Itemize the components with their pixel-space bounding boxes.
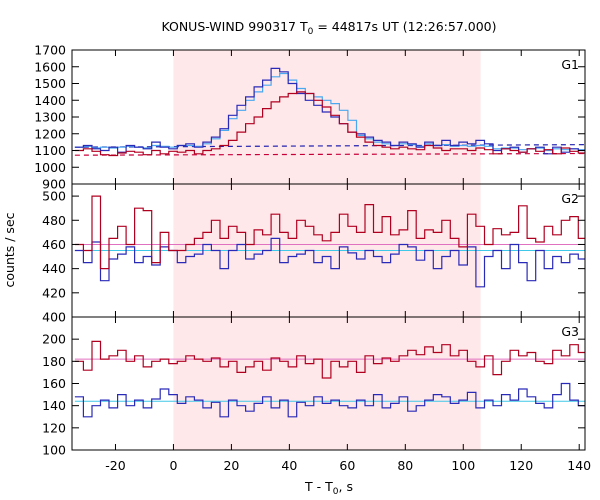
panel-label: G2 xyxy=(561,191,579,206)
y-tick-label: 440 xyxy=(42,261,66,276)
y-tick-label: 1500 xyxy=(34,76,66,91)
x-tick-label: 100 xyxy=(451,458,475,473)
chart-title-subscript: 0 xyxy=(308,27,314,37)
y-tick-label: 1300 xyxy=(34,110,66,125)
series-red-line xyxy=(74,340,585,379)
x-axis-label: T - T0, s xyxy=(304,479,353,497)
y-tick-label: 900 xyxy=(42,177,66,192)
panel-g2: 400 420 440 460 480 500 G2 xyxy=(42,183,586,325)
panel-g3: 100 120 140 160 180 200 G3 xyxy=(42,316,586,458)
chart-title-main: KONUS-WIND 990317 T xyxy=(161,19,307,34)
series-red-line xyxy=(74,195,585,270)
x-axis-label-main: T - T xyxy=(304,479,333,494)
x-tick-label: 140 xyxy=(567,458,591,473)
x-tick-label: 60 xyxy=(339,458,355,473)
series-red-line xyxy=(74,91,585,157)
y-tick-label: 420 xyxy=(42,285,66,300)
y-tick-label: 140 xyxy=(42,398,66,413)
x-tick-label: 0 xyxy=(169,458,177,473)
y-tick-label: 1400 xyxy=(34,93,66,108)
y-tick-label: 180 xyxy=(42,354,66,369)
chart-title: KONUS-WIND 990317 T0 = 44817s UT (12:26:… xyxy=(161,19,496,37)
x-tick-label: -20 xyxy=(105,458,125,473)
chart-title-rest: = 44817s UT (12:26:57.000) xyxy=(313,19,496,34)
series-blue-line xyxy=(74,382,585,418)
y-axis-label: counts / sec xyxy=(2,212,17,287)
highlight-interval xyxy=(173,317,481,450)
y-tick-label: 460 xyxy=(42,237,66,252)
y-tick-label: 1600 xyxy=(34,59,66,74)
y-tick-label: 1700 xyxy=(34,43,66,58)
panel-label: G3 xyxy=(561,324,579,339)
y-tick-label: 160 xyxy=(42,376,66,391)
highlight-interval xyxy=(173,50,481,184)
y-tick-label: 200 xyxy=(42,332,66,347)
x-axis-label-subscript: 0 xyxy=(333,487,339,497)
y-tick-label: 1100 xyxy=(34,143,66,158)
y-tick-label: 120 xyxy=(42,420,66,435)
x-tick-label: 120 xyxy=(509,458,533,473)
y-tick-label: 480 xyxy=(42,213,66,228)
y-tick-label: 500 xyxy=(42,189,66,204)
y-tick-label: 1000 xyxy=(34,160,66,175)
x-tick-label: 20 xyxy=(223,458,239,473)
y-tick-label: 400 xyxy=(42,310,66,325)
x-tick-label: 80 xyxy=(397,458,413,473)
x-tick-label: 40 xyxy=(281,458,297,473)
x-axis-label-rest: , s xyxy=(339,479,353,494)
y-tick-label: 100 xyxy=(42,443,66,458)
y-tick-label: 1200 xyxy=(34,126,66,141)
panel-label: G1 xyxy=(561,57,579,72)
